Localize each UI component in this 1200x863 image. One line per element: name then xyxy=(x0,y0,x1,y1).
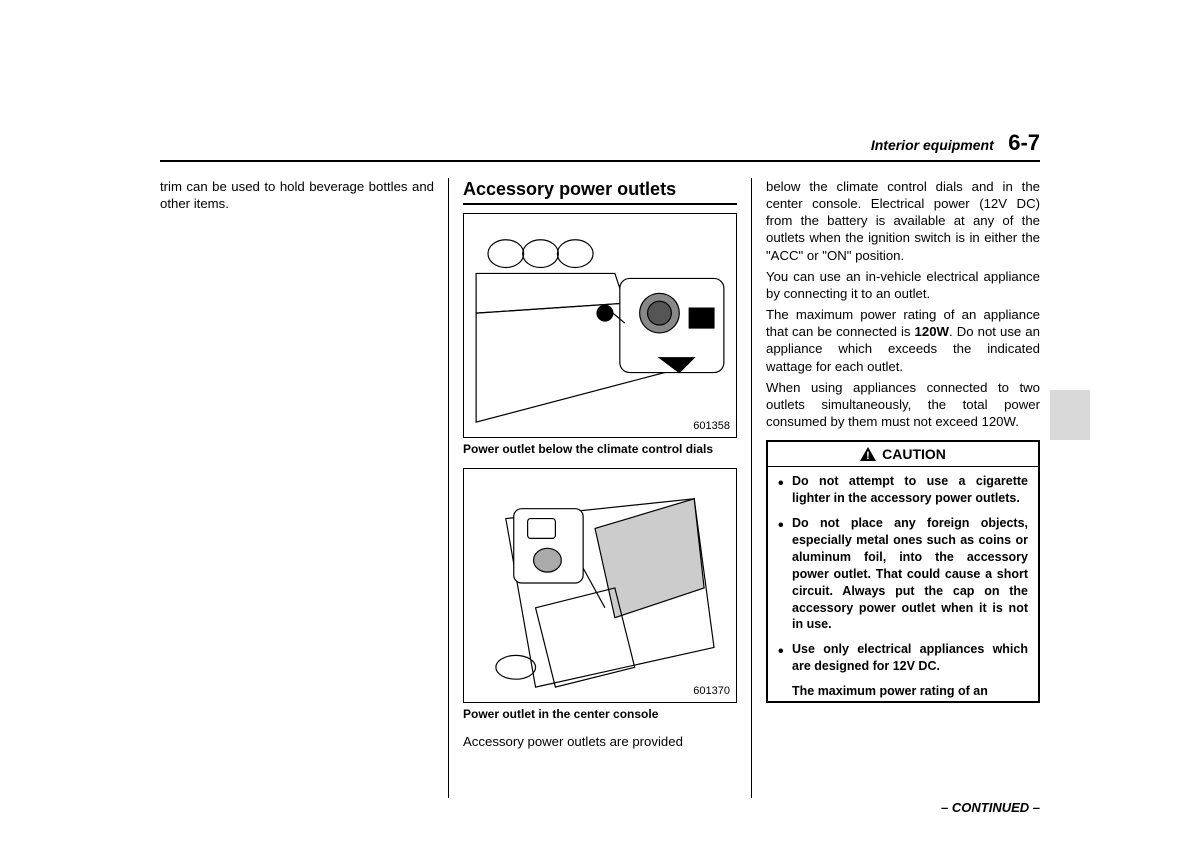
caution-body: Do not attempt to use a cigarette lighte… xyxy=(768,467,1038,701)
caution-list: Do not attempt to use a cigarette lighte… xyxy=(778,473,1028,675)
svg-text:!: ! xyxy=(866,450,870,461)
caution-item-1: Do not attempt to use a cigarette lighte… xyxy=(778,473,1028,507)
carryover-paragraph: trim can be used to hold beverage bottle… xyxy=(160,178,434,212)
figure-number-2: 601370 xyxy=(693,684,730,698)
figure-caption-1: Power outlet below the climate control d… xyxy=(463,442,737,458)
section-heading: Accessory power outlets xyxy=(463,178,737,205)
column-2: Accessory power outlets xyxy=(449,178,752,798)
page-number: 6-7 xyxy=(1008,130,1040,155)
paragraph-2: You can use an in-vehicle electrical app… xyxy=(766,268,1040,302)
paragraph-4: When using appliances connected to two o… xyxy=(766,379,1040,430)
caution-trailing: The maximum power rating of an xyxy=(778,683,1028,699)
page-header: Interior equipment 6-7 xyxy=(770,130,1040,156)
figure-power-outlet-console: 601370 xyxy=(463,468,737,703)
column-1: trim can be used to hold beverage bottle… xyxy=(160,178,449,798)
lead-paragraph: Accessory power outlets are provided xyxy=(463,733,737,750)
illustration-console-outlet xyxy=(464,469,736,702)
illustration-dash-outlet xyxy=(464,214,736,437)
figure-number-1: 601358 xyxy=(693,419,730,433)
caution-title: CAUTION xyxy=(882,446,946,462)
max-wattage: 120W xyxy=(915,324,949,339)
chapter-title: Interior equipment xyxy=(871,137,994,153)
figure-power-outlet-dash: 601358 xyxy=(463,213,737,438)
caution-header: ! CAUTION xyxy=(768,442,1038,467)
caution-item-3: Use only electrical appliances which are… xyxy=(778,641,1028,675)
continued-footer: – CONTINUED – xyxy=(941,800,1040,815)
paragraph-3: The maximum power rating of an appliance… xyxy=(766,306,1040,375)
figure-caption-2: Power outlet in the center console xyxy=(463,707,737,723)
content-columns: trim can be used to hold beverage bottle… xyxy=(160,178,1040,798)
caution-item-2: Do not place any foreign objects, especi… xyxy=(778,515,1028,633)
column-3: below the climate control dials and in t… xyxy=(752,178,1040,798)
warning-icon: ! xyxy=(860,447,876,461)
thumb-tab xyxy=(1050,390,1090,440)
caution-box: ! CAUTION Do not attempt to use a cigaret… xyxy=(766,440,1040,703)
paragraph-1: below the climate control dials and in t… xyxy=(766,178,1040,264)
header-rule xyxy=(160,160,1040,162)
